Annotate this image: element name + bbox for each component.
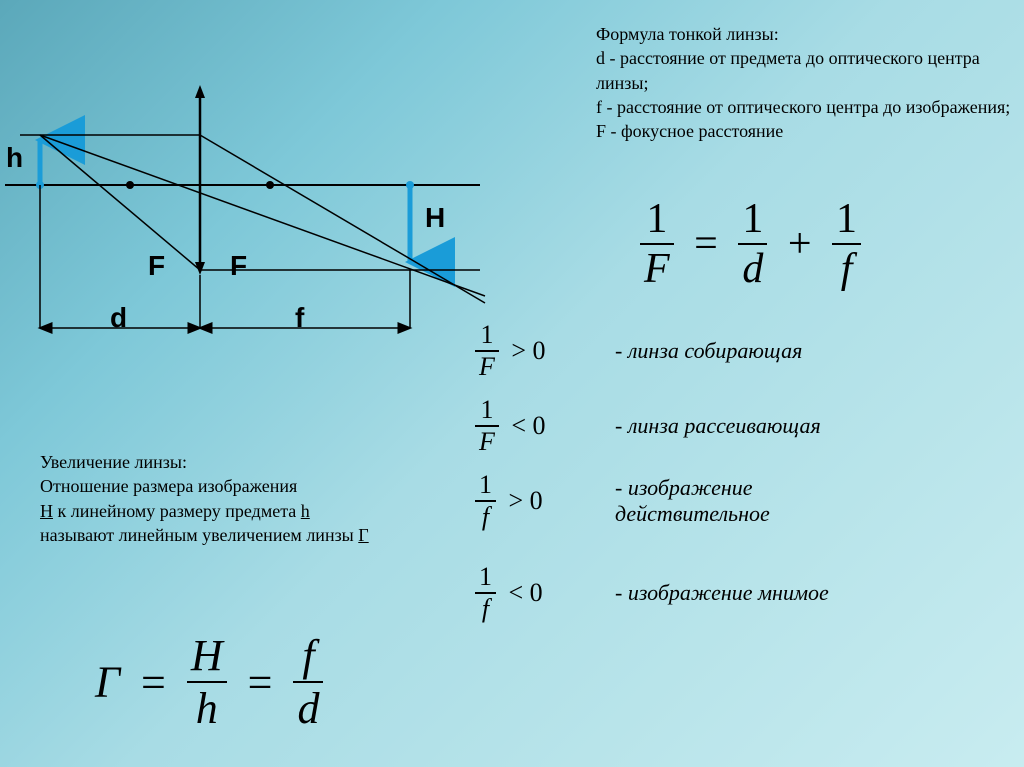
label-F1: F: [148, 250, 165, 282]
header-title: Формула тонкой линзы:: [596, 22, 1016, 46]
header-d: d - расстояние от предмета до оптическог…: [596, 46, 1016, 95]
magnification-formula: Г = H h = f d: [95, 630, 323, 734]
condition-4: 1 f < 0 - изображение мнимое: [475, 562, 829, 624]
label-h: h: [6, 142, 23, 174]
condition-1: 1 F > 0 - линза собирающая: [475, 320, 802, 382]
mag-line1: Отношение размера изображения: [40, 474, 410, 498]
main-formula: 1 F = 1 d + 1 f: [640, 195, 861, 293]
mag-line3: называют линейным увеличением линзы Г: [40, 523, 410, 547]
header-block: Формула тонкой линзы: d - расстояние от …: [596, 22, 1016, 143]
lens-diagram: h H F F d f: [0, 80, 490, 360]
header-bigf: F - фокусное расстояние: [596, 119, 1016, 143]
label-F2: F: [230, 250, 247, 282]
header-f: f - расстояние от оптического центра до …: [596, 95, 1016, 119]
condition-2: 1 F < 0 - линза рассеивающая: [475, 395, 821, 457]
mag-title: Увеличение линзы:: [40, 450, 410, 474]
condition-3: 1 f > 0 - изображение действительное: [475, 470, 895, 532]
mag-line2: Н к линейному размеру предмета h: [40, 499, 410, 523]
label-H: H: [425, 202, 445, 234]
label-d: d: [110, 302, 127, 334]
magnification-block: Увеличение линзы: Отношение размера изоб…: [40, 450, 410, 547]
diagram-svg: [0, 80, 490, 370]
label-f: f: [295, 302, 304, 334]
